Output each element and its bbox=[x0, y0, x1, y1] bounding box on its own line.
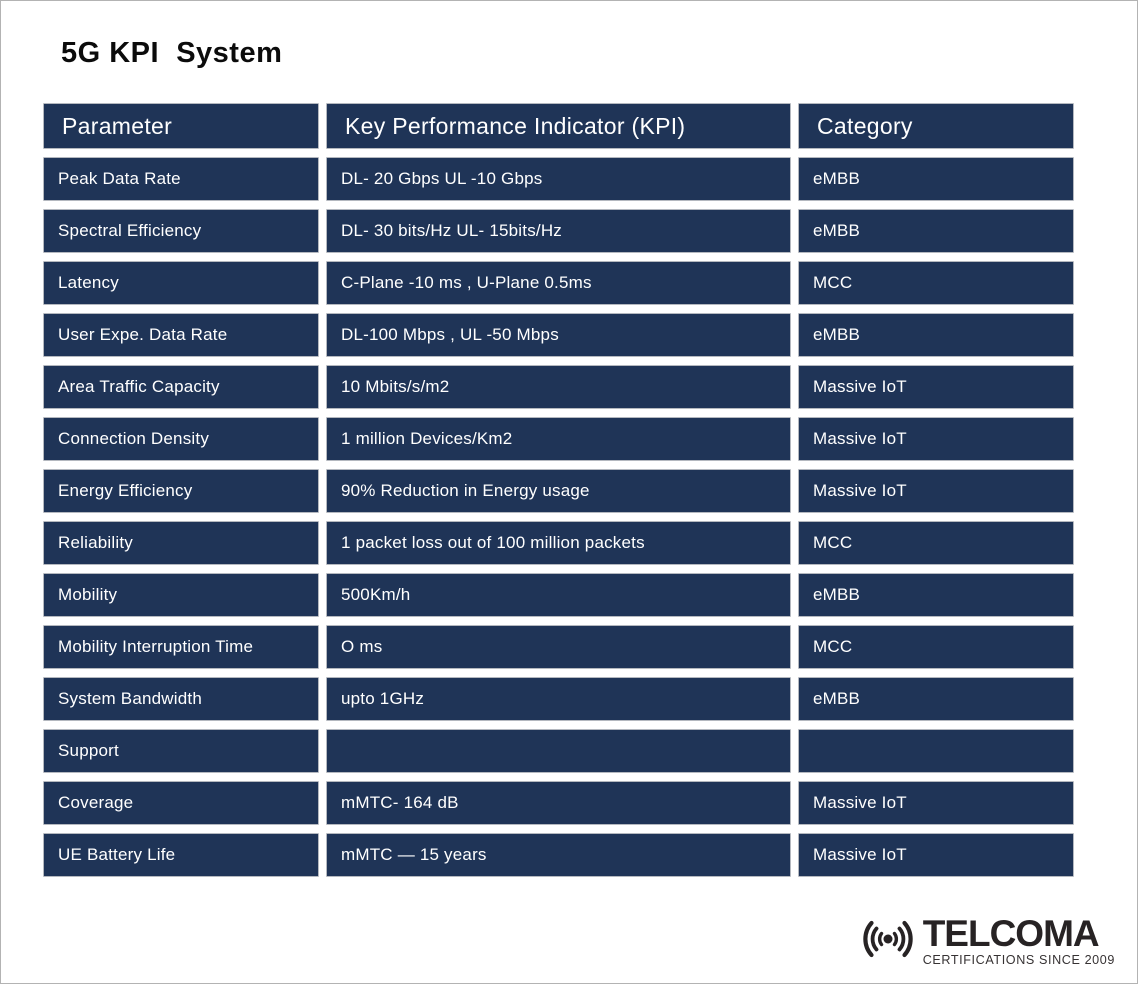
kpi-table: Parameter Key Performance Indicator (KPI… bbox=[43, 103, 1074, 877]
param-cell: Mobility Interruption Time bbox=[43, 625, 319, 669]
col-header-parameter: Parameter bbox=[43, 103, 319, 149]
kpi-cell: DL- 30 bits/Hz UL- 15bits/Hz bbox=[326, 209, 791, 253]
logo-text-block: TELCOMA CERTIFICATIONS SINCE 2009 bbox=[922, 912, 1115, 968]
radio-signal-icon bbox=[857, 910, 919, 973]
category-cell: MCC bbox=[798, 261, 1074, 305]
category-cell: eMBB bbox=[798, 573, 1074, 617]
category-cell: Massive IoT bbox=[798, 781, 1074, 825]
param-cell: Peak Data Rate bbox=[43, 157, 319, 201]
param-cell: Support bbox=[43, 729, 319, 773]
kpi-cell: 500Km/h bbox=[326, 573, 791, 617]
param-cell: Coverage bbox=[43, 781, 319, 825]
category-cell bbox=[798, 729, 1074, 773]
category-cell: eMBB bbox=[798, 157, 1074, 201]
kpi-cell: mMTC — 15 years bbox=[326, 833, 791, 877]
param-cell: Latency bbox=[43, 261, 319, 305]
param-cell: Reliability bbox=[43, 521, 319, 565]
param-cell: System Bandwidth bbox=[43, 677, 319, 721]
param-cell: UE Battery Life bbox=[43, 833, 319, 877]
category-cell: Massive IoT bbox=[798, 833, 1074, 877]
kpi-cell: 1 packet loss out of 100 million packets bbox=[326, 521, 791, 565]
kpi-cell: DL- 20 Gbps UL -10 Gbps bbox=[326, 157, 791, 201]
kpi-cell: DL-100 Mbps , UL -50 Mbps bbox=[326, 313, 791, 357]
param-cell: Area Traffic Capacity bbox=[43, 365, 319, 409]
param-cell: Spectral Efficiency bbox=[43, 209, 319, 253]
telcoma-logo: TELCOMA CERTIFICATIONS SINCE 2009 bbox=[857, 910, 1115, 973]
param-cell: Connection Density bbox=[43, 417, 319, 461]
category-cell: eMBB bbox=[798, 677, 1074, 721]
col-header-kpi: Key Performance Indicator (KPI) bbox=[326, 103, 791, 149]
logo-tagline: CERTIFICATIONS SINCE 2009 bbox=[922, 953, 1115, 968]
category-cell: eMBB bbox=[798, 209, 1074, 253]
category-cell: Massive IoT bbox=[798, 365, 1074, 409]
kpi-cell: mMTC- 164 dB bbox=[326, 781, 791, 825]
category-cell: MCC bbox=[798, 625, 1074, 669]
category-cell: eMBB bbox=[798, 313, 1074, 357]
page-title: 5G KPI System bbox=[61, 37, 283, 69]
param-cell: Energy Efficiency bbox=[43, 469, 319, 513]
kpi-cell: 10 Mbits/s/m2 bbox=[326, 365, 791, 409]
kpi-cell: C-Plane -10 ms , U-Plane 0.5ms bbox=[326, 261, 791, 305]
col-header-category: Category bbox=[798, 103, 1074, 149]
param-cell: Mobility bbox=[43, 573, 319, 617]
kpi-cell: O ms bbox=[326, 625, 791, 669]
category-cell: MCC bbox=[798, 521, 1074, 565]
category-cell: Massive IoT bbox=[798, 417, 1074, 461]
param-cell: User Expe. Data Rate bbox=[43, 313, 319, 357]
kpi-cell bbox=[326, 729, 791, 773]
category-cell: Massive IoT bbox=[798, 469, 1074, 513]
logo-wordmark: TELCOMA bbox=[922, 912, 1100, 954]
kpi-cell: upto 1GHz bbox=[326, 677, 791, 721]
kpi-cell: 1 million Devices/Km2 bbox=[326, 417, 791, 461]
kpi-cell: 90% Reduction in Energy usage bbox=[326, 469, 791, 513]
